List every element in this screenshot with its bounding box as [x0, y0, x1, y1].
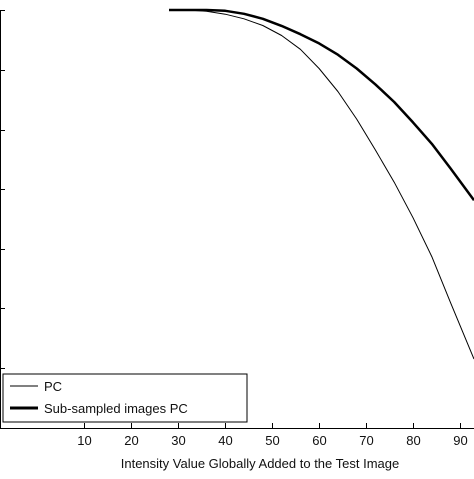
x-tick-label: 80 — [406, 433, 420, 448]
x-tick-label: 70 — [359, 433, 373, 448]
x-tick-label: 30 — [171, 433, 185, 448]
x-tick-label: 20 — [124, 433, 138, 448]
x-tick-label: 60 — [312, 433, 326, 448]
x-tick-label: 50 — [265, 433, 279, 448]
x-tick-label: 40 — [218, 433, 232, 448]
x-tick-label: 90 — [453, 433, 467, 448]
legend-label-subsampled: Sub-sampled images PC — [44, 401, 188, 416]
series-line-pc — [169, 9, 474, 360]
x-axis-label: Intensity Value Globally Added to the Te… — [121, 456, 399, 471]
legend-label-pc: PC — [44, 379, 62, 394]
legend-box — [2, 373, 248, 423]
x-tick-label: 10 — [77, 433, 91, 448]
axes: 10 20 30 40 50 60 70 80 90 — [0, 10, 474, 448]
series-layer — [169, 8, 474, 360]
series-line-subsampled — [169, 8, 474, 201]
legend: PC Sub-sampled images PC — [2, 373, 248, 423]
